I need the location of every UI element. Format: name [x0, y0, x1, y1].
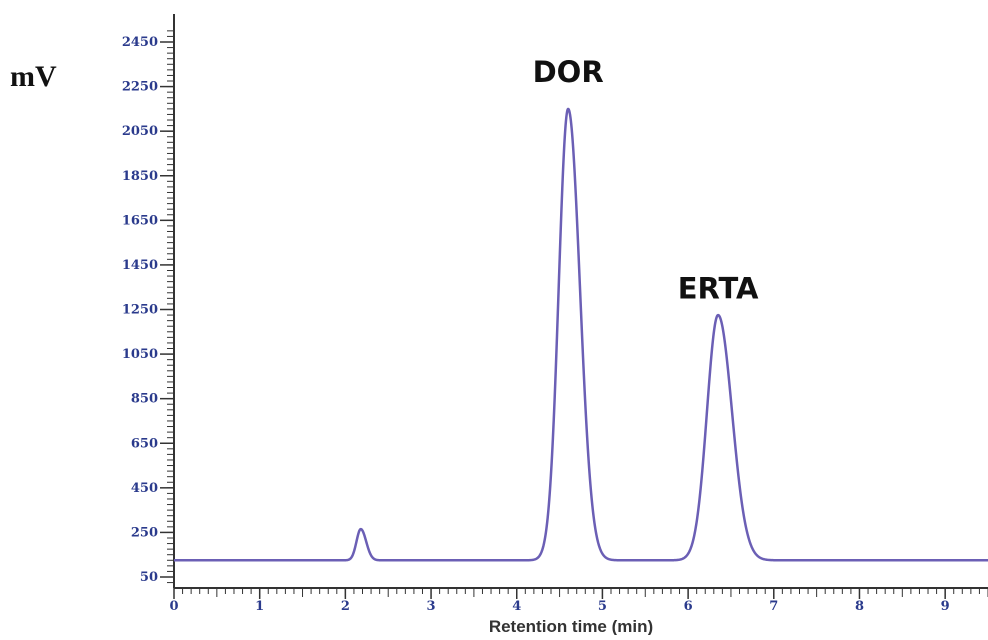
y-axis-label: mV — [10, 60, 57, 93]
y-tick-label: 1850 — [122, 169, 158, 184]
x-tick-label: 7 — [769, 599, 778, 614]
x-minor-ticks — [174, 588, 988, 597]
x-tick-label: 5 — [598, 599, 607, 614]
x-tick-label: 6 — [684, 599, 693, 614]
x-tick-label: 1 — [255, 599, 264, 614]
chromatogram-trace — [174, 109, 988, 560]
x-axis-label: Retention time (min) — [489, 617, 653, 635]
x-tick-label: 9 — [941, 599, 950, 614]
y-minor-ticks — [167, 31, 174, 583]
y-tick-label: 850 — [131, 392, 158, 407]
y-tick-label: 450 — [131, 481, 158, 496]
x-tick-label: 4 — [512, 599, 521, 614]
x-tick-label: 3 — [427, 599, 436, 614]
y-tick-label: 2050 — [122, 124, 158, 139]
y-tick-label: 650 — [131, 436, 158, 451]
y-tick-label: 1450 — [122, 258, 158, 273]
y-tick-label: 50 — [140, 570, 158, 585]
y-tick-label: 1050 — [122, 347, 158, 362]
y-tick-label: 2250 — [122, 80, 158, 95]
x-tick-label: 0 — [169, 599, 178, 614]
y-axis-ticks: 50 250 450 650 850 1050 1250 1450 1650 1850 2050 22… — [122, 35, 174, 585]
y-tick-label: 2450 — [122, 35, 158, 50]
y-tick-label: 250 — [131, 525, 158, 540]
y-tick-label: 1650 — [122, 213, 158, 228]
x-tick-label: 8 — [855, 599, 864, 614]
peak-label: ERTA — [678, 271, 759, 305]
peak-label: DOR — [533, 55, 604, 89]
peak-annotations: DOR ERTA — [533, 55, 759, 305]
x-tick-label: 2 — [341, 599, 350, 614]
y-tick-label: 1250 — [122, 303, 158, 318]
